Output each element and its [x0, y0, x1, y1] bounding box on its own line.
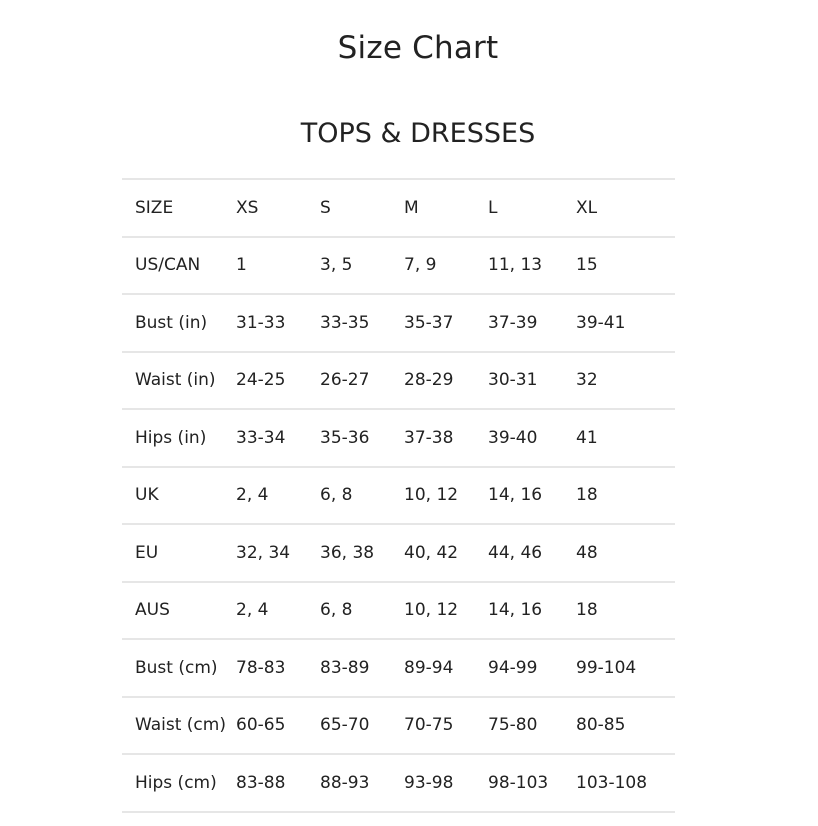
table-cell: 14, 16 [488, 600, 543, 621]
table-row: Bust (cm) 78-83 83-89 89-94 94-99 99-104 [122, 639, 675, 697]
table-cell: 33-34 [236, 427, 286, 448]
table-cell: 18 [576, 600, 598, 621]
table-cell: 14, 16 [488, 485, 543, 506]
table-cell: 18 [576, 485, 598, 506]
table-cell: 39-40 [488, 427, 538, 448]
table-header-row: SIZE XS S M L XL [122, 179, 675, 237]
table-cell: 40, 42 [404, 542, 459, 563]
row-label: UK [135, 485, 159, 506]
row-label: US/CAN [135, 255, 201, 276]
table-cell: 41 [576, 427, 598, 448]
table-cell: 1 [236, 255, 247, 276]
table-cell: 88-93 [320, 772, 370, 793]
table-row: UK 2, 4 6, 8 10, 12 14, 16 18 [122, 466, 675, 525]
table-cell: 32, 34 [236, 542, 291, 563]
table-cell: 2, 4 [236, 600, 269, 621]
table-cell: M [404, 197, 419, 218]
table-cell: 83-88 [236, 772, 286, 793]
table-cell: 35-36 [320, 427, 370, 448]
table-cell: 11, 13 [488, 255, 543, 276]
table-cell: 3, 5 [320, 255, 353, 276]
table-cell: 80-85 [576, 715, 626, 736]
table-cell: 30-31 [488, 370, 538, 391]
table-cell: XL [576, 197, 598, 218]
table-row: US/CAN 1 3, 5 7, 9 11, 13 15 [122, 236, 675, 295]
table-row: Hips (in) 33-34 35-36 37-38 39-40 41 [122, 409, 675, 467]
page-title: Size Chart [337, 30, 499, 66]
table-cell: 37-39 [488, 312, 538, 333]
table-cell: 26-27 [320, 370, 370, 391]
row-label: EU [135, 542, 159, 563]
table-cell: 32 [576, 370, 598, 391]
table-cell: 35-37 [404, 312, 454, 333]
table-cell: 39-41 [576, 312, 626, 333]
table-cell: 48 [576, 542, 598, 563]
row-label: Bust (in) [135, 312, 208, 333]
table-cell: 28-29 [404, 370, 454, 391]
table-cell: S [320, 197, 331, 218]
row-label: Waist (in) [135, 370, 216, 391]
table-row: Waist (in) 24-25 26-27 28-29 30-31 32 [122, 351, 675, 410]
table-cell: 7, 9 [404, 255, 437, 276]
table-cell: 75-80 [488, 715, 538, 736]
table-cell: 60-65 [236, 715, 286, 736]
table-cell: 89-94 [404, 657, 454, 678]
table-cell: 10, 12 [404, 485, 459, 506]
table-cell: 93-98 [404, 772, 454, 793]
table-cell: 78-83 [236, 657, 286, 678]
table-cell: 10, 12 [404, 600, 459, 621]
table-cell: 37-38 [404, 427, 454, 448]
table-cell: 83-89 [320, 657, 370, 678]
table-cell: 36, 38 [320, 542, 375, 563]
table-cell: 98-103 [488, 772, 549, 793]
table-cell: 44, 46 [488, 542, 543, 563]
table-cell: 70-75 [404, 715, 454, 736]
row-label: SIZE [135, 197, 174, 218]
table-row: Waist (cm) 60-65 65-70 70-75 75-80 80-85 [122, 696, 675, 755]
table-cell: 31-33 [236, 312, 286, 333]
table-cell: 65-70 [320, 715, 370, 736]
row-label: Bust (cm) [135, 657, 218, 678]
table-row: Bust (in) 31-33 33-35 35-37 37-39 39-41 [122, 294, 675, 352]
row-label: Hips (cm) [135, 772, 217, 793]
table-cell: L [488, 197, 498, 218]
table-cell: 33-35 [320, 312, 370, 333]
table-cell: 103-108 [576, 772, 648, 793]
table-row: Hips (cm) 83-88 88-93 93-98 98-103 103-108 [122, 754, 675, 812]
table-row: AUS 2, 4 6, 8 10, 12 14, 16 18 [122, 581, 675, 640]
table-cell: XS [236, 197, 259, 218]
table-cell: 24-25 [236, 370, 286, 391]
table-cell: 94-99 [488, 657, 538, 678]
row-label: AUS [135, 600, 170, 621]
table-cell: 6, 8 [320, 485, 353, 506]
table-cell: 15 [576, 255, 598, 276]
section-title: TOPS & DRESSES [300, 118, 536, 149]
row-label: Waist (cm) [135, 715, 226, 736]
table-cell: 99-104 [576, 657, 637, 678]
row-label: Hips (in) [135, 427, 207, 448]
table-cell: 6, 8 [320, 600, 353, 621]
table-cell: 2, 4 [236, 485, 269, 506]
size-chart-table: SIZE XS S M L XL US/CAN 1 3, 5 7, 9 11, 13 15 Bust (… [122, 178, 675, 813]
table-row: EU 32, 34 36, 38 40, 42 44, 46 48 [122, 524, 675, 582]
